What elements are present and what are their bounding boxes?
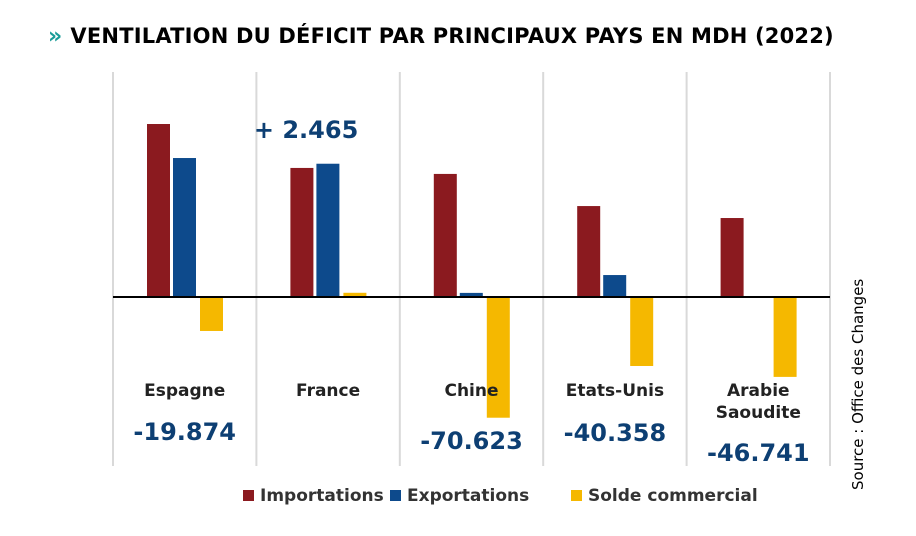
bar-exportations	[459, 292, 483, 297]
category-label: Arabie	[727, 381, 790, 401]
solde-data-label: -19.874	[133, 418, 236, 446]
bar-solde-commercial	[630, 297, 654, 366]
solde-data-label: -70.623	[420, 427, 523, 455]
chart-title: » VENTILATION DU DÉFICIT PAR PRINCIPAUX P…	[48, 24, 834, 49]
legend-swatch	[390, 490, 401, 501]
bar-solde-commercial	[200, 297, 223, 331]
legend-label: Solde commercial	[588, 486, 758, 506]
bar-importations	[147, 124, 170, 297]
bar-solde-commercial	[343, 292, 367, 297]
source-note: Source : Office des Changes	[849, 278, 867, 490]
category-label: Espagne	[144, 381, 225, 401]
bar-exportations	[316, 163, 340, 297]
bar-solde-commercial	[773, 297, 797, 377]
category-label: Saoudite	[716, 403, 801, 423]
legend-label: Importations	[260, 486, 384, 506]
legend-swatch	[243, 490, 254, 501]
category-label: France	[296, 381, 360, 401]
bar-exportations	[173, 158, 196, 297]
bar-importations	[720, 218, 744, 297]
bar-importations	[433, 173, 457, 297]
solde-data-label: -46.741	[707, 439, 810, 467]
bar-solde-commercial	[486, 297, 510, 418]
solde-data-label: -40.358	[564, 419, 667, 447]
legend-swatch	[571, 490, 582, 501]
category-label: Chine	[444, 381, 498, 401]
bar-importations	[577, 206, 601, 297]
bar-importations	[290, 167, 314, 297]
chevron-right-icon: »	[48, 24, 63, 49]
solde-data-label: + 2.465	[254, 116, 358, 144]
legend-label: Exportations	[407, 486, 529, 506]
bar-exportations	[603, 275, 627, 297]
category-label: Etats-Unis	[566, 381, 664, 401]
